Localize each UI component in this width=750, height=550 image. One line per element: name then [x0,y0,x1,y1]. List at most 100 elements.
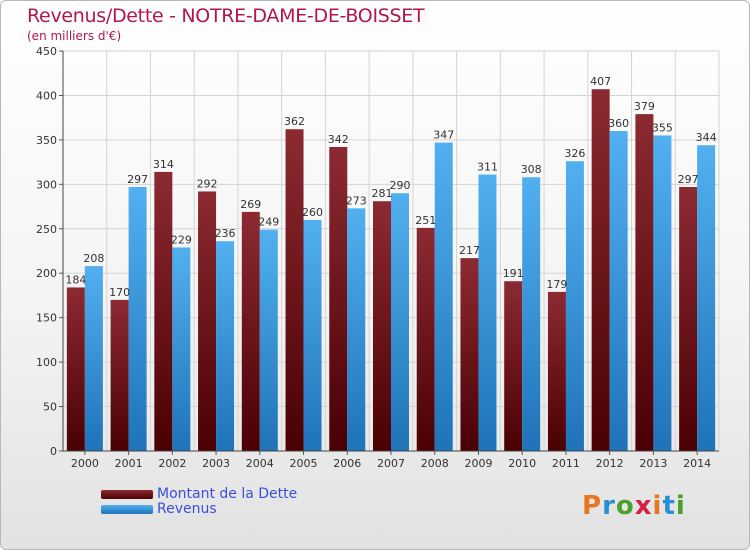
bar-dette [285,129,304,451]
data-label-dette: 362 [284,115,305,128]
data-label-revenus: 208 [83,252,104,265]
x-tick-label: 2003 [202,457,230,470]
bar-dette [110,299,129,451]
bar-revenus [609,131,628,451]
bar-revenus [391,193,409,451]
x-tick-label: 2001 [115,457,143,470]
data-label-revenus: 355 [652,121,673,134]
bar-revenus [303,219,322,451]
bar-dette [460,258,479,451]
y-tick-label: 450 [36,45,57,58]
bar-dette [329,147,348,451]
x-tick-label: 2004 [246,457,274,470]
logo-letter: t [662,491,676,521]
x-tick-label: 2000 [71,457,99,470]
data-label-dette: 379 [634,100,655,113]
logo-letter: o [615,491,635,521]
bar-revenus [259,229,278,451]
logo-letter: r [602,491,616,521]
data-label-dette: 342 [328,133,349,146]
data-label-dette: 292 [197,177,218,190]
bar-dette [591,89,610,451]
y-tick-label: 350 [36,134,57,147]
data-label-dette: 297 [678,173,699,186]
data-label-dette: 184 [65,273,86,286]
logo-letter: i [675,491,686,521]
y-tick-label: 150 [36,312,57,325]
y-tick-label: 50 [43,401,57,414]
data-labels: 184 208 170 297 314 229 292 236 269 249 362 260 342 2… [65,75,716,299]
bar-revenus [84,266,103,451]
axes: 0 50 100 150 200 250 300 350 400 450 2000 2001 2002 2… [36,45,719,470]
x-tick-label: 2006 [333,457,361,470]
bar-revenus [522,177,541,451]
x-tick-label: 2002 [158,457,186,470]
data-label-revenus: 290 [390,179,411,192]
y-tick-label: 100 [36,356,57,369]
legend-label-revenus: Revenus [157,501,217,517]
x-tick-label: 2010 [508,457,536,470]
chart-subtitle: (en milliers d'€) [27,29,122,43]
logo-letter: x [634,491,653,521]
data-label-dette: 251 [415,214,436,227]
x-tick-label: 2013 [639,457,667,470]
data-label-dette: 269 [240,198,261,211]
bar-revenus [128,187,147,451]
data-label-revenus: 249 [258,216,279,229]
bar-revenus [347,208,366,451]
data-label-revenus: 344 [696,131,717,144]
logo-letter: i [652,491,663,521]
x-tick-label: 2012 [596,457,624,470]
bar-dette [198,191,217,451]
data-label-revenus: 311 [477,161,498,174]
data-label-dette: 191 [503,267,524,280]
bar-dette [416,227,435,451]
bar-dette [504,281,523,451]
proxiti-logo: Proxiti [582,491,686,521]
y-tick-label: 250 [36,223,57,236]
bar-dette [679,187,698,451]
bar-revenus [172,247,191,451]
bar-revenus [216,241,235,451]
x-tick-label: 2009 [464,457,492,470]
data-label-revenus: 308 [521,163,542,176]
chart-title: Revenus/Dette - NOTRE-DAME-DE-BOISSET [27,5,425,27]
data-label-revenus: 347 [433,129,454,142]
y-tick-label: 200 [36,267,57,280]
bar-dette [66,287,85,451]
y-tick-label: 300 [36,178,57,191]
x-tick-label: 2011 [552,457,580,470]
data-label-revenus: 229 [171,233,192,246]
data-label-dette: 281 [372,187,393,200]
data-label-revenus: 236 [215,227,236,240]
x-tick-label: 2005 [290,457,318,470]
bar-dette [547,291,566,451]
bar-dette [154,171,173,451]
data-label-dette: 217 [459,244,480,257]
data-label-revenus: 360 [608,117,629,130]
legend-label-dette: Montant de la Dette [157,486,298,502]
data-label-dette: 170 [109,286,130,299]
data-label-dette: 179 [546,278,567,291]
x-tick-label: 2007 [377,457,405,470]
legend-swatch-dette [101,490,153,499]
data-label-dette: 407 [590,75,611,88]
data-label-dette: 314 [153,158,174,171]
bar-revenus [653,135,672,451]
y-tick-label: 400 [36,89,57,102]
bars [66,89,716,452]
data-label-revenus: 273 [346,194,367,207]
bar-dette [373,201,391,451]
bar-dette [241,211,260,451]
data-label-revenus: 326 [564,147,585,160]
x-tick-label: 2008 [421,457,449,470]
bar-revenus [565,161,584,451]
logo-letter: P [582,491,603,521]
bar-revenus [434,142,453,452]
x-tick-label: 2014 [683,457,711,470]
data-label-revenus: 260 [302,206,323,219]
legend-swatch-revenus [101,505,153,514]
y-tick-label: 0 [50,445,57,458]
